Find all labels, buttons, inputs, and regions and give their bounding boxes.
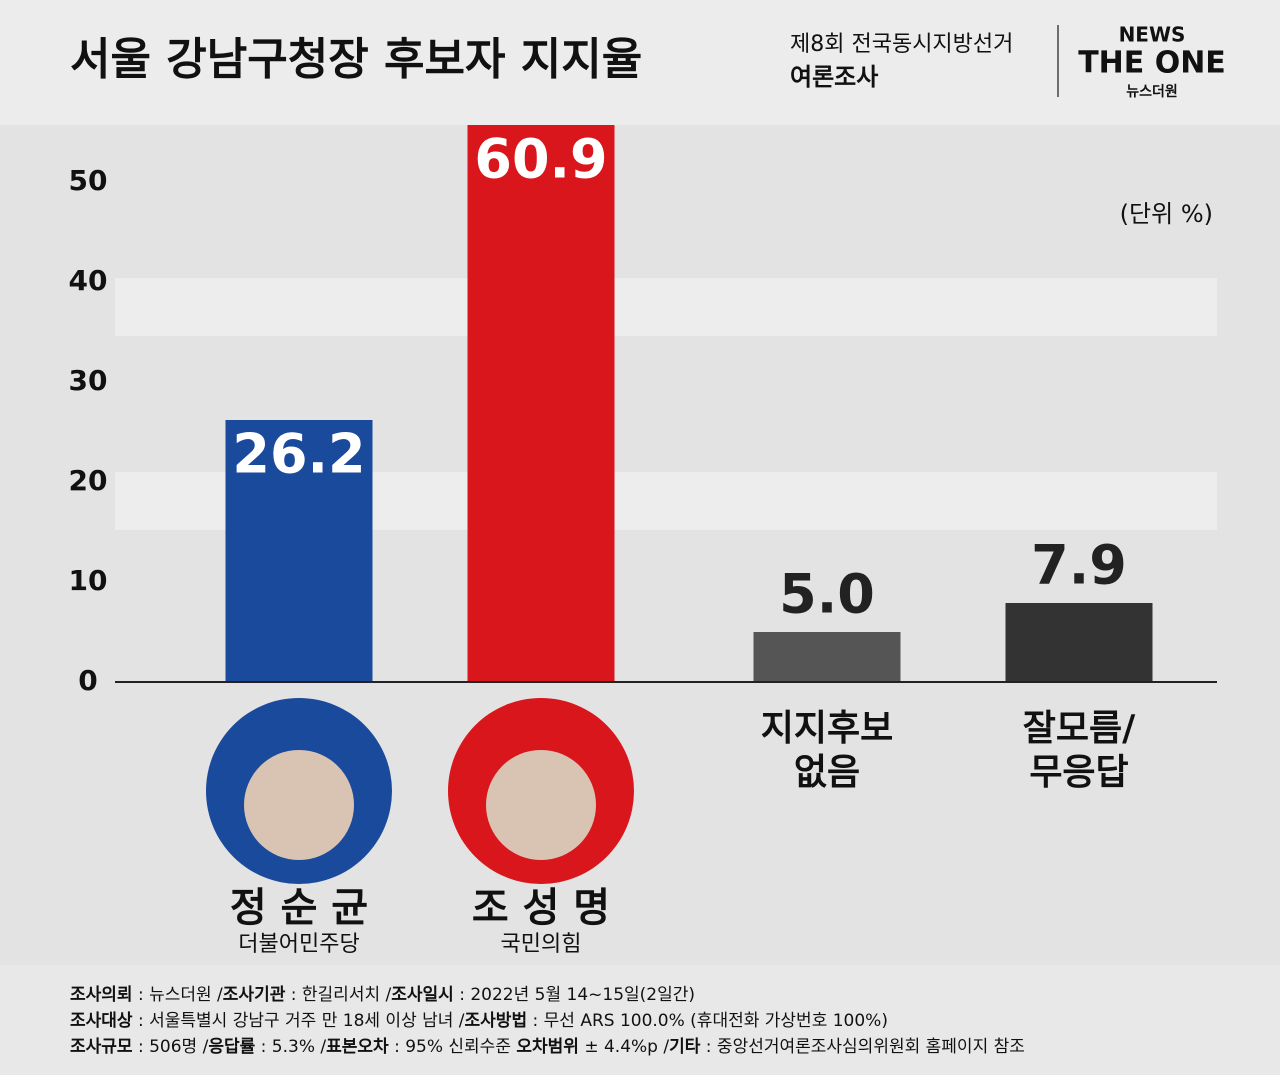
footer-text: : 뉴스더원 / bbox=[133, 985, 223, 1005]
footer-text: : 95% 신뢰수준 bbox=[389, 1037, 517, 1057]
unit-label: (단위 %) bbox=[1120, 200, 1213, 228]
footer-text: : 서울특별시 강남구 거주 만 18세 이상 남녀 / bbox=[133, 1011, 465, 1031]
footer-bg bbox=[0, 965, 1280, 1075]
logo: NEWS bbox=[1119, 23, 1186, 47]
value-label: 7.9 bbox=[1031, 534, 1127, 597]
y-tick-label: 20 bbox=[69, 464, 108, 497]
x-tick-label: 잘모름/무응답 bbox=[1023, 708, 1136, 793]
footer-label: 조사규모 bbox=[70, 1037, 133, 1057]
y-tick-label: 30 bbox=[69, 364, 108, 397]
bar bbox=[1005, 603, 1153, 682]
subtitle: 여론조사 bbox=[790, 63, 878, 91]
y-tick-label: 40 bbox=[69, 264, 108, 297]
candidate-photo bbox=[244, 750, 354, 860]
plot bbox=[225, 125, 1153, 682]
footer-label: 표본오차 bbox=[326, 1037, 389, 1057]
logo: THE ONE bbox=[1078, 46, 1226, 81]
header-bg bbox=[0, 0, 1280, 125]
y-tick-label: 0 bbox=[78, 664, 97, 697]
party-label: 국민의힘 bbox=[501, 932, 582, 957]
footer-text: : 중앙선거여론조사심의위원회 홈페이지 참조 bbox=[700, 1037, 1025, 1057]
footer-label: 조사의뢰 bbox=[70, 985, 133, 1005]
value-label: 26.2 bbox=[232, 423, 365, 486]
footer-text: ± 4.4%p / bbox=[579, 1037, 669, 1057]
band bbox=[115, 278, 1217, 336]
party-label: 더불어민주당 bbox=[238, 932, 359, 957]
footer-text: : 5.3% / bbox=[255, 1037, 326, 1057]
bar bbox=[467, 125, 615, 682]
footer-label: 조사방법 bbox=[465, 1011, 528, 1031]
footer-text: : 무선 ARS 100.0% (휴대전화 가상번호 100%) bbox=[527, 1011, 888, 1031]
footer-line: 조사규모 : 506명 /응답률 : 5.3% /표본오차 : 95% 신뢰수준… bbox=[70, 1037, 1025, 1057]
x-tick-label: 조 성 명 bbox=[472, 885, 610, 931]
footer-text: : 506명 / bbox=[133, 1037, 209, 1057]
subtitle: 제8회 전국동시지방선거 bbox=[790, 32, 1013, 57]
footer-label: 조사일시 bbox=[391, 985, 454, 1005]
footer-line: 조사의뢰 : 뉴스더원 /조사기관 : 한길리서치 /조사일시 : 2022년 … bbox=[70, 985, 695, 1005]
y-tick-label: 50 bbox=[69, 164, 108, 197]
candidate-photo bbox=[486, 750, 596, 860]
bar bbox=[225, 420, 373, 682]
bar bbox=[753, 632, 901, 682]
x-tick-label: 지지후보 없음 bbox=[761, 708, 893, 793]
footer-line: 조사대상 : 서울특별시 강남구 거주 만 18세 이상 남녀 /조사방법 : … bbox=[70, 1011, 888, 1031]
x-tick-label: 정 순 균 bbox=[230, 885, 368, 931]
y-tick-label: 10 bbox=[69, 564, 108, 597]
footer-text: : 2022년 5월 14~15일(2일간) bbox=[454, 985, 695, 1005]
value-label: 5.0 bbox=[779, 563, 875, 626]
value-label: 60.9 bbox=[474, 128, 607, 191]
footer-label: 조사기관 bbox=[223, 985, 286, 1005]
footer-text: : 한길리서치 / bbox=[285, 985, 391, 1005]
footer-label: 오차범위 bbox=[516, 1037, 579, 1057]
footer-label: 기타 bbox=[669, 1037, 701, 1057]
footer-label: 조사대상 bbox=[70, 1011, 133, 1031]
logo: 뉴스더원 bbox=[1126, 84, 1178, 100]
footer-label: 응답률 bbox=[208, 1037, 255, 1057]
chart-title: 서울 강남구청장 후보자 지지율 bbox=[70, 34, 642, 85]
